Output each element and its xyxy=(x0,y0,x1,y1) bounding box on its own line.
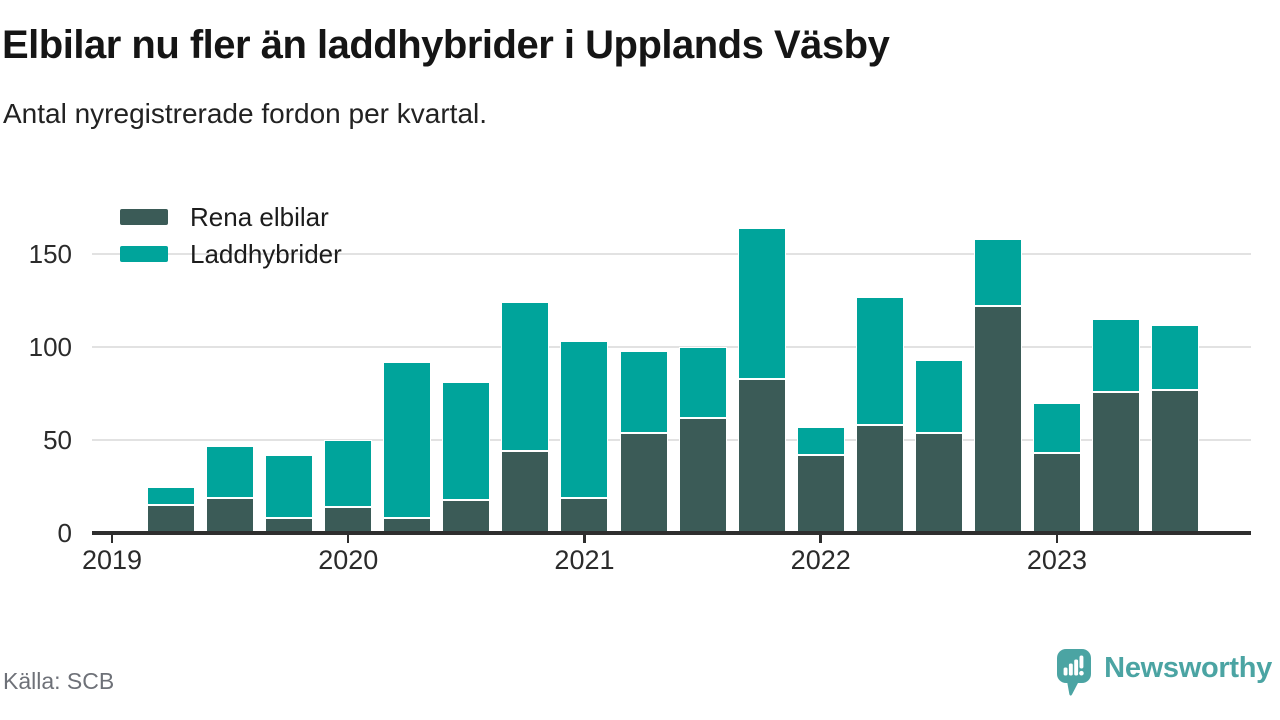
x-tick-label-2019: 2019 xyxy=(81,545,143,575)
bar-segment-electric xyxy=(560,497,609,533)
bar-segment-electric xyxy=(678,417,727,533)
bar-2021-Q4 xyxy=(737,227,786,533)
bar-2020-Q2 xyxy=(383,361,432,533)
bar-segment-hybrid xyxy=(206,445,255,498)
bar-segment-hybrid xyxy=(1032,402,1081,454)
bar-2019-Q2 xyxy=(147,486,196,533)
bar-segment-electric xyxy=(737,378,786,533)
bar-segment-electric xyxy=(501,451,550,533)
legend: Rena elbilar Laddhybrider xyxy=(120,204,342,278)
bar-segment-electric xyxy=(1151,389,1200,533)
bar-segment-electric xyxy=(855,425,904,533)
bar-segment-hybrid xyxy=(265,454,314,519)
x-tick-label-2022: 2022 xyxy=(790,545,851,575)
gridline-150 xyxy=(92,253,1251,255)
bar-segment-electric xyxy=(147,505,196,533)
bar-2021-Q3 xyxy=(678,347,727,533)
bar-segment-electric xyxy=(973,306,1022,533)
legend-swatch-electric xyxy=(120,209,168,225)
y-tick-label-100: 100 xyxy=(28,332,72,362)
brand-name: Newsworthy xyxy=(1104,652,1272,684)
bar-segment-hybrid xyxy=(560,341,609,498)
x-tick-2021 xyxy=(583,533,586,543)
plot-area: 2019 2020 2021 2022 2023 xyxy=(82,183,1251,574)
bar-2019-Q3 xyxy=(206,445,255,533)
bar-segment-electric xyxy=(442,499,491,533)
x-axis-line xyxy=(92,531,1251,535)
bar-2022-Q2 xyxy=(855,296,904,533)
bar-segment-hybrid xyxy=(147,486,196,506)
x-tick-2022 xyxy=(819,533,822,543)
bar-2022-Q4 xyxy=(973,239,1022,533)
legend-swatch-hybrid xyxy=(120,246,168,262)
bar-segment-electric xyxy=(1092,391,1141,533)
legend-label-electric: Rena elbilar xyxy=(190,202,329,232)
y-tick-label-50: 50 xyxy=(43,425,72,455)
bar-segment-electric xyxy=(1032,453,1081,533)
bar-segment-hybrid xyxy=(1151,324,1200,390)
bar-segment-hybrid xyxy=(914,360,963,433)
bar-segment-hybrid xyxy=(678,347,727,418)
x-tick-label-2021: 2021 xyxy=(554,545,615,575)
gridline-100 xyxy=(92,346,1251,348)
bar-2021-Q1 xyxy=(560,341,609,533)
gridline-50 xyxy=(92,439,1251,441)
x-tick-2023 xyxy=(1055,533,1059,543)
bar-2023-Q2 xyxy=(1092,319,1141,533)
bar-segment-hybrid xyxy=(737,227,786,379)
bar-2020-Q3 xyxy=(442,382,491,533)
bar-segment-electric xyxy=(383,518,432,533)
bar-segment-hybrid xyxy=(324,440,373,507)
x-tick-label-2020: 2020 xyxy=(318,545,379,575)
bar-segment-hybrid xyxy=(1092,319,1141,392)
bar-segment-electric xyxy=(324,506,373,533)
x-tick-2019 xyxy=(110,533,114,543)
bar-segment-hybrid xyxy=(442,382,491,500)
bar-segment-hybrid xyxy=(383,361,432,519)
chart-subtitle: Antal nyregistrerade fordon per kvartal. xyxy=(3,98,488,129)
bar-segment-hybrid xyxy=(973,239,1022,307)
bar-segment-electric xyxy=(206,497,255,533)
bar-segment-electric xyxy=(619,432,668,533)
bar-segment-hybrid xyxy=(619,350,668,433)
bar-2023-Q3 xyxy=(1151,324,1200,533)
bar-segment-electric xyxy=(265,518,314,533)
bar-2023-Q1 xyxy=(1032,402,1081,533)
bar-2022-Q1 xyxy=(796,427,845,533)
source-note: Källa: SCB xyxy=(3,668,115,694)
bar-2020-Q1 xyxy=(324,440,373,533)
y-tick-label-150: 150 xyxy=(28,239,72,269)
bar-2020-Q4 xyxy=(501,302,550,533)
bar-segment-hybrid xyxy=(855,296,904,426)
bar-2021-Q2 xyxy=(619,350,668,533)
bar-2019-Q4 xyxy=(265,454,314,533)
legend-item-electric: Rena elbilar xyxy=(120,204,342,230)
x-tick-2020 xyxy=(346,533,350,543)
newsworthy-speech-bubble-icon xyxy=(1057,649,1092,696)
bar-2022-Q3 xyxy=(914,360,963,533)
bar-segment-electric xyxy=(796,454,845,533)
chart-title: Elbilar nu fler än laddhybrider i Upplan… xyxy=(2,23,890,67)
legend-item-hybrid: Laddhybrider xyxy=(120,241,342,267)
bar-segment-hybrid xyxy=(796,427,845,455)
y-tick-label-0: 0 xyxy=(57,518,72,548)
brand-logo-link[interactable]: Newsworthy xyxy=(1056,648,1272,702)
bar-segment-electric xyxy=(914,432,963,533)
bar-segment-hybrid xyxy=(501,302,550,452)
legend-label-hybrid: Laddhybrider xyxy=(190,239,342,269)
x-tick-label-2023: 2023 xyxy=(1026,545,1087,575)
